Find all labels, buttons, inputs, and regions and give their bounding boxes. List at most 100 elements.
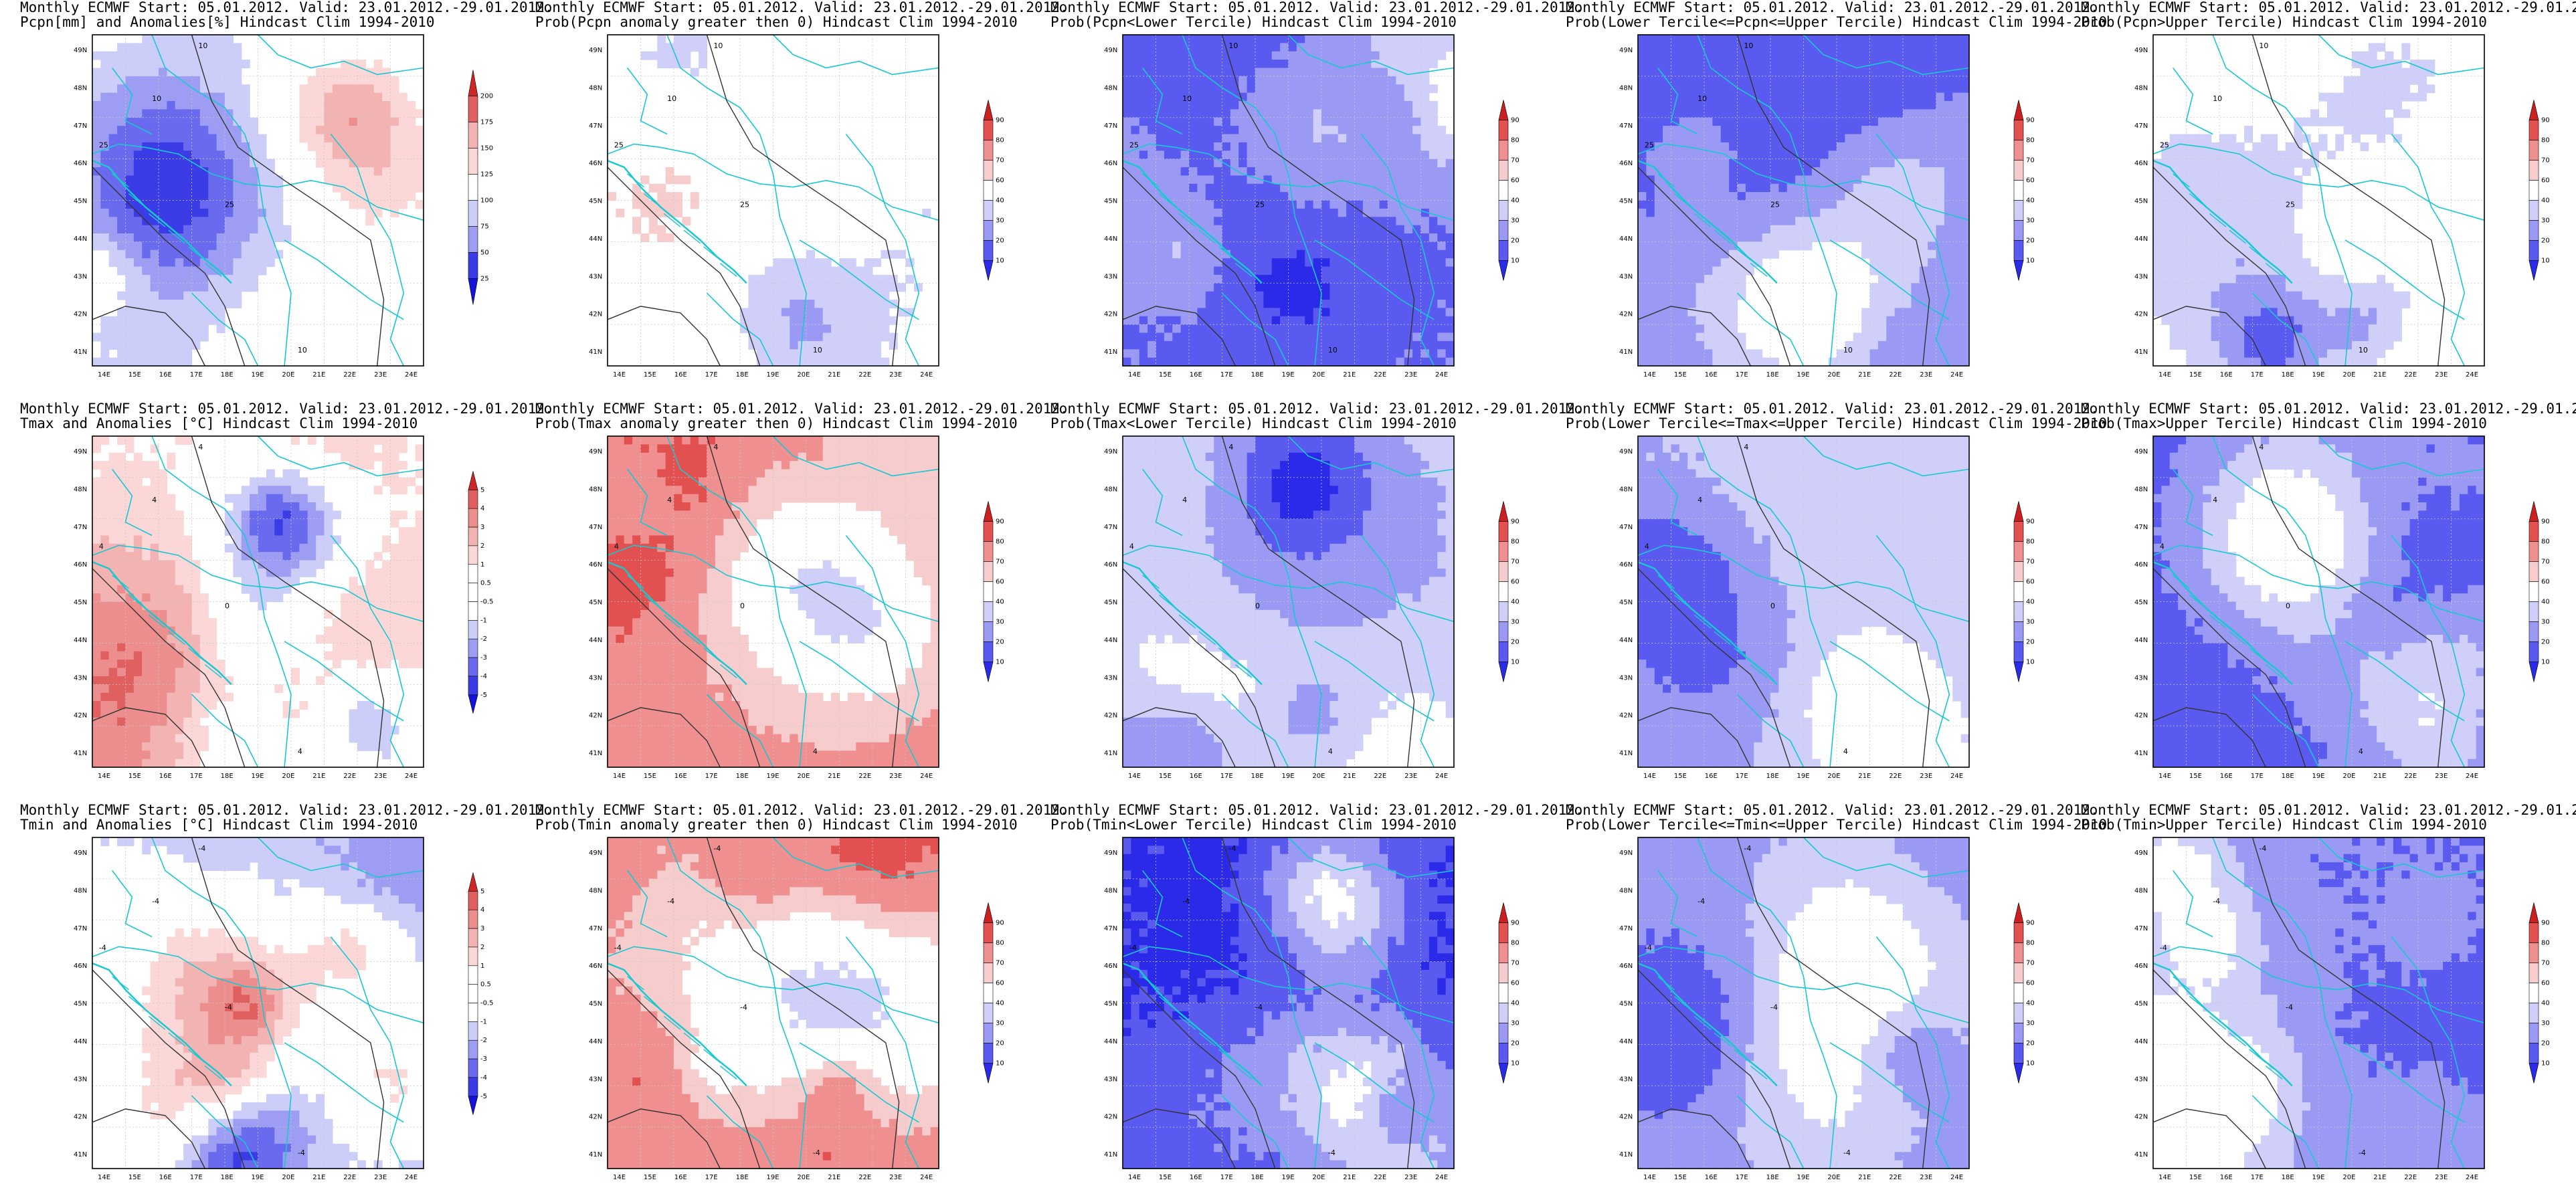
- field-cell: [341, 126, 350, 135]
- field-cell: [1646, 35, 1655, 43]
- lat-label: 49N: [1104, 47, 1117, 54]
- field-cell: [1379, 142, 1388, 151]
- field-cell: [1280, 324, 1289, 334]
- field-cell: [1928, 332, 1937, 342]
- field-cell: [1729, 175, 1738, 185]
- field-cell: [1853, 76, 1862, 85]
- field-cell: [1263, 76, 1273, 85]
- field-cell: [1952, 167, 1962, 176]
- field-cell: [1944, 68, 1953, 77]
- field-cell: [1329, 208, 1339, 217]
- field-cell: [1296, 51, 1305, 60]
- field-cell: [1247, 300, 1256, 308]
- field-cell: [1663, 117, 1672, 126]
- field-cell: [1205, 51, 1214, 60]
- field-cell: [1853, 349, 1862, 359]
- isoline-label: 25: [99, 140, 108, 149]
- field-cell: [316, 159, 325, 168]
- field-cell: [1437, 134, 1447, 143]
- field-cell: [1362, 43, 1372, 52]
- field-cell: [1944, 126, 1953, 135]
- field-cell: [1139, 101, 1148, 110]
- field-cell: [1770, 217, 1779, 226]
- field-cell: [1139, 241, 1148, 251]
- field-cell: [398, 134, 407, 143]
- field-cell: [1371, 192, 1380, 201]
- field-cell: [1280, 291, 1289, 300]
- field-cell: [2286, 225, 2294, 234]
- field-cell: [1928, 324, 1937, 334]
- field-cell: [2269, 183, 2278, 193]
- field-cell: [1828, 175, 1837, 185]
- field-cell: [2318, 142, 2328, 151]
- field-cell: [125, 159, 134, 168]
- field-cell: [2286, 249, 2294, 259]
- lon-label: 19E: [1282, 371, 1295, 379]
- field-cell: [1671, 126, 1680, 135]
- field-cell: [2318, 134, 2328, 143]
- field-cell: [1778, 126, 1788, 135]
- field-cell: [1214, 200, 1223, 209]
- field-cell: [1189, 274, 1198, 284]
- field-cell: [1729, 225, 1738, 234]
- field-cell: [1903, 324, 1912, 334]
- field-cell: [316, 101, 325, 110]
- lat-label: 43N: [1619, 273, 1633, 280]
- field-cell: [1729, 60, 1738, 69]
- field-cell: [1861, 349, 1871, 359]
- field-cell: [1354, 51, 1364, 60]
- field-cell: [1886, 35, 1896, 43]
- field-cell: [1263, 92, 1273, 102]
- field-cell: [1346, 142, 1356, 151]
- field-cell: [831, 349, 840, 359]
- island: [1234, 263, 1253, 277]
- field-cell: [1845, 68, 1854, 77]
- field-cell: [1936, 43, 1945, 52]
- field-cell: [1379, 308, 1388, 317]
- field-cell: [756, 283, 765, 292]
- field-cell: [1131, 332, 1140, 342]
- field-cell: [191, 266, 201, 276]
- field-cell: [1197, 349, 1206, 359]
- field-cell: [324, 76, 333, 85]
- field-cell: [1271, 258, 1281, 268]
- field-cell: [1131, 233, 1140, 242]
- field-cell: [1803, 175, 1813, 185]
- field-cell: [1704, 249, 1713, 259]
- field-cell: [191, 183, 201, 193]
- lon-label: 21E: [828, 371, 840, 379]
- field-cell: [332, 167, 341, 176]
- border-line: [191, 292, 259, 367]
- field-cell: [2343, 117, 2353, 126]
- field-cell: [1172, 51, 1182, 60]
- field-cell: [1762, 241, 1771, 251]
- field-cell: [1786, 200, 1796, 209]
- field-cell: [1754, 200, 1763, 209]
- field-cell: [225, 68, 234, 77]
- field-cell: [208, 43, 217, 52]
- field-cell: [1762, 117, 1771, 126]
- field-cell: [241, 183, 250, 193]
- field-cell: [1280, 258, 1289, 268]
- lat-label: 43N: [74, 273, 87, 280]
- field-cell: [1420, 142, 1430, 151]
- field-cell: [2377, 68, 2386, 77]
- isoline-label: 10: [713, 41, 723, 50]
- field-cell: [1412, 60, 1422, 69]
- field-cell: [881, 274, 890, 284]
- field-cell: [199, 308, 209, 317]
- field-cell: [175, 340, 184, 350]
- field-cell: [92, 208, 101, 217]
- field-cell: [117, 249, 126, 259]
- field-cell: [1837, 159, 1845, 168]
- field-cell: [1654, 233, 1663, 242]
- field-cell: [1412, 349, 1422, 359]
- field-cell: [2302, 266, 2311, 276]
- field-cell: [1362, 68, 1372, 77]
- field-cell: [1903, 300, 1912, 308]
- field-cell: [2302, 258, 2311, 268]
- field-cell: [1638, 200, 1647, 209]
- field-cell: [175, 291, 184, 300]
- field-cell: [1861, 117, 1871, 126]
- field-cell: [806, 316, 815, 325]
